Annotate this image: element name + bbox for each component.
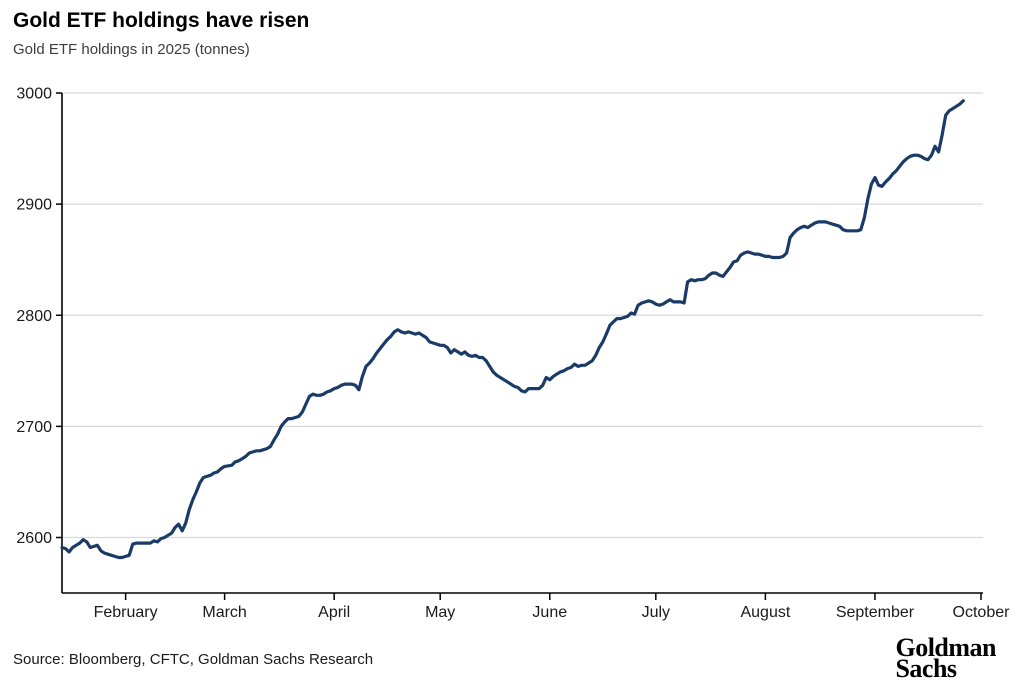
y-tick-label: 2900 — [16, 197, 52, 214]
y-tick-label: 2700 — [16, 419, 52, 436]
x-tick-label: April — [318, 604, 350, 621]
x-tick-label: August — [740, 604, 790, 621]
x-tick-label: September — [836, 604, 915, 621]
holdings-line-series — [60, 99, 965, 560]
x-tick-label: July — [642, 604, 670, 621]
logo-line-1: Goldman — [895, 633, 996, 662]
x-tick-label: June — [532, 604, 567, 621]
logo-line-2: Sachs — [895, 654, 957, 683]
x-tick-label: May — [425, 604, 455, 621]
gold-etf-line-chart: 2600 2700 2800 2900 3000 February March April Ma… — [16, 86, 1011, 622]
y-tick-label: 2600 — [16, 530, 52, 547]
x-tick-label: February — [94, 604, 158, 621]
x-tick-label: October — [953, 604, 1011, 621]
x-tick-label: March — [202, 604, 246, 621]
y-tick-label: 3000 — [16, 86, 52, 103]
chart-subtitle: Gold ETF holdings in 2025 (tonnes) — [13, 41, 250, 58]
source-note: Source: Bloomberg, CFTC, Goldman Sachs R… — [13, 651, 374, 668]
y-tick-label: 2800 — [16, 308, 52, 325]
chart-title: Gold ETF holdings have risen — [13, 9, 310, 32]
goldman-sachs-logo: Goldman Sachs — [895, 633, 996, 683]
